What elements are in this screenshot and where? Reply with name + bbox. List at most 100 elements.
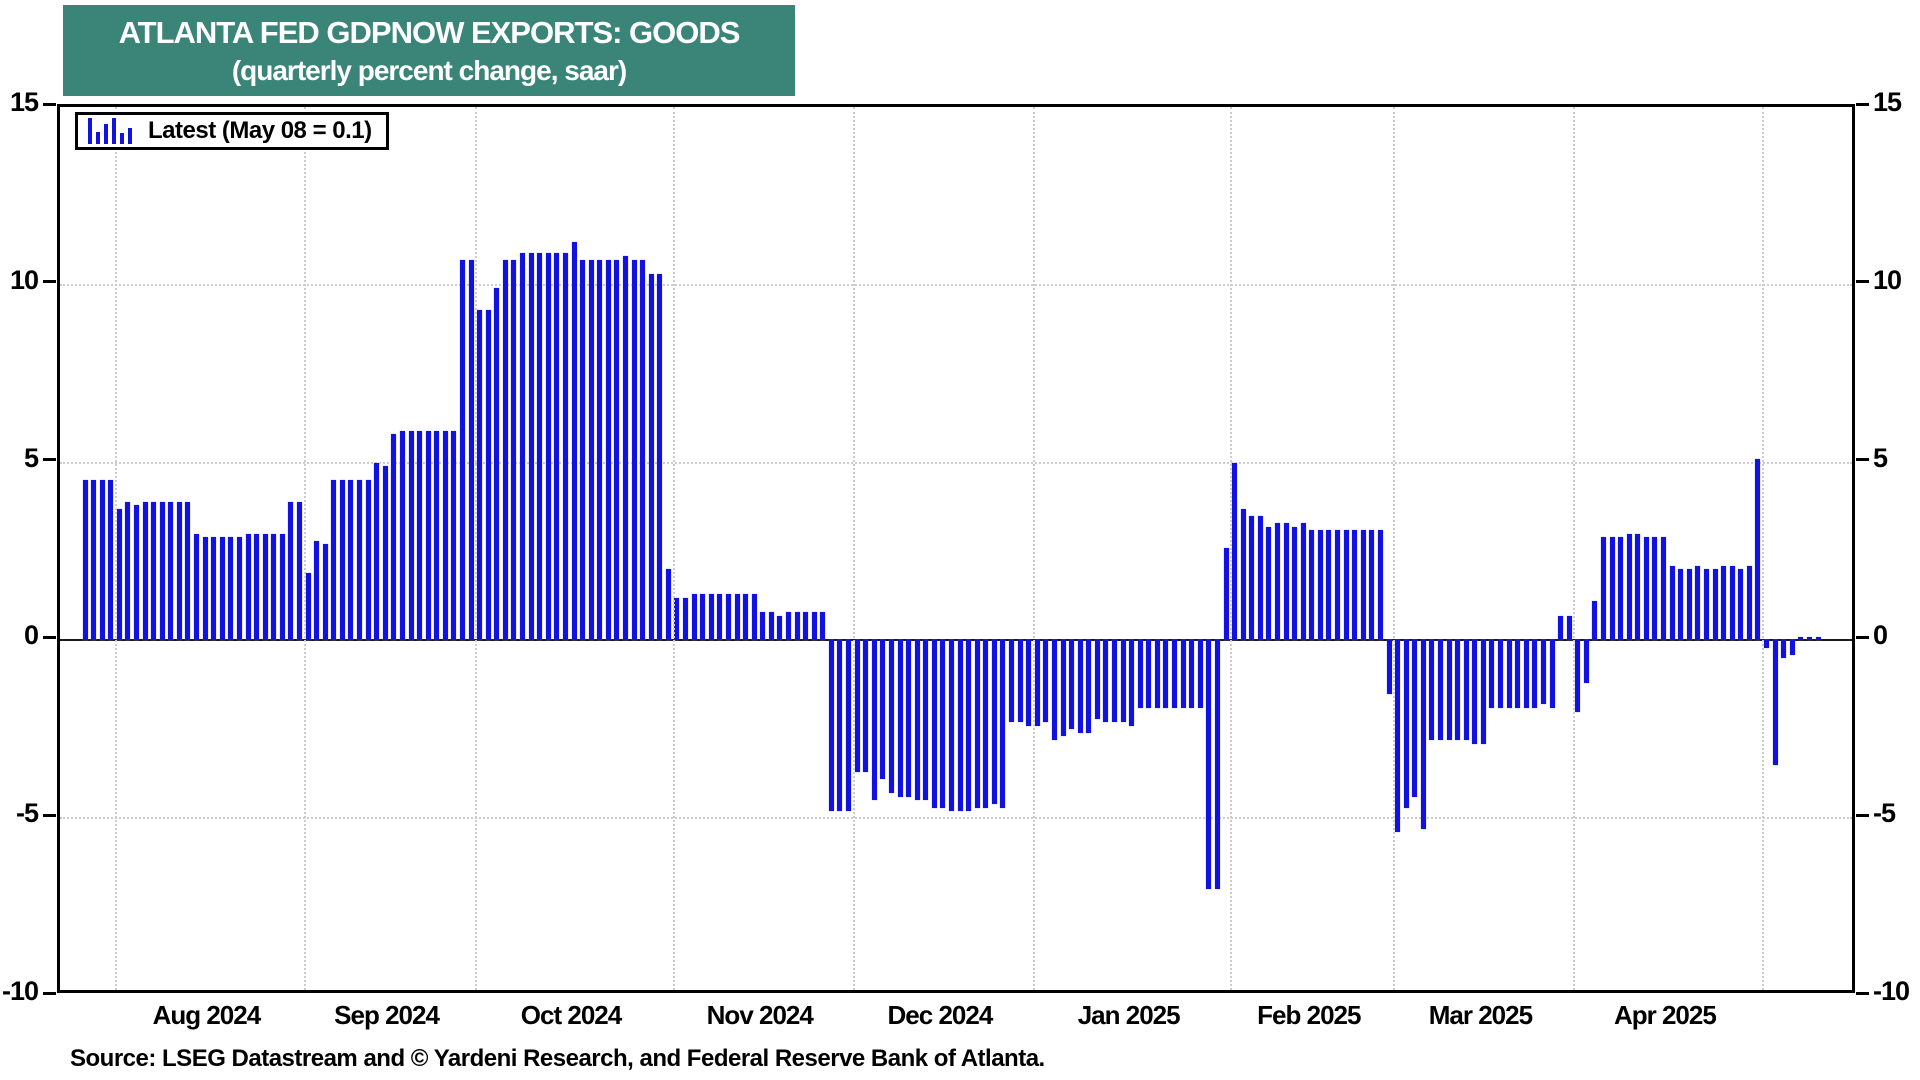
y-axis-label-left: -5 xyxy=(15,798,39,829)
nowcast-bar xyxy=(1154,640,1160,708)
nowcast-bar xyxy=(1094,640,1100,719)
nowcast-bar xyxy=(1051,640,1057,740)
nowcast-bar xyxy=(357,480,363,641)
nowcast-bar xyxy=(485,309,491,641)
nowcast-bar xyxy=(1172,640,1178,708)
y-axis-tick-left xyxy=(43,458,56,462)
nowcast-bar xyxy=(537,252,543,641)
nowcast-bar xyxy=(1772,640,1778,765)
nowcast-bar xyxy=(339,480,345,641)
nowcast-bar xyxy=(1601,537,1607,641)
nowcast-bar xyxy=(254,533,260,641)
nowcast-bar xyxy=(468,259,474,641)
y-axis-tick-left xyxy=(43,813,56,817)
nowcast-bar xyxy=(1540,640,1546,705)
nowcast-bar xyxy=(1069,640,1075,730)
nowcast-bar xyxy=(451,430,457,641)
nowcast-bar xyxy=(708,594,714,641)
nowcast-bar xyxy=(871,640,877,801)
y-axis-tick-right xyxy=(1856,280,1869,284)
nowcast-bar xyxy=(296,501,302,641)
nowcast-bar xyxy=(1180,640,1186,708)
nowcast-bar xyxy=(1009,640,1015,723)
nowcast-bar xyxy=(1729,565,1735,641)
nowcast-bar xyxy=(288,501,294,641)
nowcast-bar xyxy=(897,640,903,797)
nowcast-bar xyxy=(1669,565,1675,641)
nowcast-bar xyxy=(1703,569,1709,641)
nowcast-bar xyxy=(657,274,663,641)
nowcast-bar xyxy=(1249,515,1255,641)
y-axis-label-right: 10 xyxy=(1873,264,1902,295)
nowcast-bar xyxy=(1103,640,1109,723)
gridline-month xyxy=(475,107,478,990)
nowcast-bar xyxy=(811,611,817,641)
nowcast-bar xyxy=(974,640,980,808)
nowcast-bar xyxy=(923,640,929,801)
nowcast-bar xyxy=(794,611,800,641)
nowcast-bar xyxy=(554,252,560,641)
nowcast-bar xyxy=(1618,537,1624,641)
nowcast-bar xyxy=(202,537,208,641)
nowcast-bar xyxy=(365,480,371,641)
nowcast-bar xyxy=(116,508,122,641)
nowcast-bar xyxy=(305,572,311,641)
gridline-month xyxy=(1762,107,1765,990)
y-axis-label-left: 15 xyxy=(9,87,39,117)
nowcast-bar xyxy=(1283,523,1289,641)
nowcast-bar xyxy=(228,537,234,641)
nowcast-bar xyxy=(562,252,568,641)
x-axis-month-label: Dec 2024 xyxy=(887,1000,994,1030)
x-axis-month-label: Apr 2025 xyxy=(1613,1000,1717,1030)
nowcast-bar xyxy=(1300,523,1306,641)
nowcast-bar xyxy=(931,640,937,808)
nowcast-bar xyxy=(1558,615,1564,641)
nowcast-bar xyxy=(1292,526,1298,641)
gridline-y--5 xyxy=(60,817,1852,820)
nowcast-bar xyxy=(176,501,182,641)
nowcast-bar xyxy=(494,288,500,641)
y-axis-tick-left xyxy=(43,635,56,639)
nowcast-bar xyxy=(580,259,586,641)
nowcast-bar xyxy=(194,533,200,641)
nowcast-bar xyxy=(966,640,972,812)
gridline-y-5 xyxy=(60,461,1852,464)
nowcast-bar xyxy=(803,611,809,641)
nowcast-bar xyxy=(211,537,217,641)
nowcast-bar xyxy=(1626,533,1632,641)
nowcast-bar xyxy=(854,640,860,772)
nowcast-bar xyxy=(1781,640,1787,659)
nowcast-bar xyxy=(1755,459,1761,641)
nowcast-bar xyxy=(906,640,912,797)
zero-line xyxy=(60,639,1852,642)
y-axis-tick-left xyxy=(43,280,56,284)
nowcast-bar xyxy=(1686,569,1692,641)
nowcast-bar xyxy=(1043,640,1049,723)
nowcast-bar xyxy=(1232,462,1238,641)
nowcast-bar xyxy=(1661,537,1667,641)
source-attribution: Source: LSEG Datastream and © Yardeni Re… xyxy=(70,1045,1045,1072)
nowcast-bar xyxy=(760,611,766,641)
x-axis-month-label: Mar 2025 xyxy=(1428,1000,1533,1030)
nowcast-bar xyxy=(940,640,946,808)
x-axis-month-label: Oct 2024 xyxy=(520,1000,622,1030)
gridline-month xyxy=(303,107,306,990)
nowcast-bar xyxy=(1815,636,1821,641)
gridline-month xyxy=(1033,107,1035,990)
y-axis-label-left: 0 xyxy=(23,620,39,651)
nowcast-bar xyxy=(1523,640,1529,708)
nowcast-bar xyxy=(279,533,285,641)
nowcast-bar xyxy=(99,480,105,641)
nowcast-bar xyxy=(597,259,603,641)
nowcast-bar xyxy=(605,259,611,641)
nowcast-bar xyxy=(1086,640,1092,733)
nowcast-bar xyxy=(91,480,97,641)
nowcast-bar xyxy=(1429,640,1435,740)
nowcast-bar xyxy=(1643,537,1649,641)
y-axis-label-right: 15 xyxy=(1873,87,1902,117)
nowcast-bar xyxy=(743,594,749,641)
nowcast-bar xyxy=(777,615,783,641)
nowcast-bar xyxy=(511,259,517,641)
gridline-month xyxy=(1393,107,1396,990)
nowcast-bar xyxy=(1034,640,1040,726)
